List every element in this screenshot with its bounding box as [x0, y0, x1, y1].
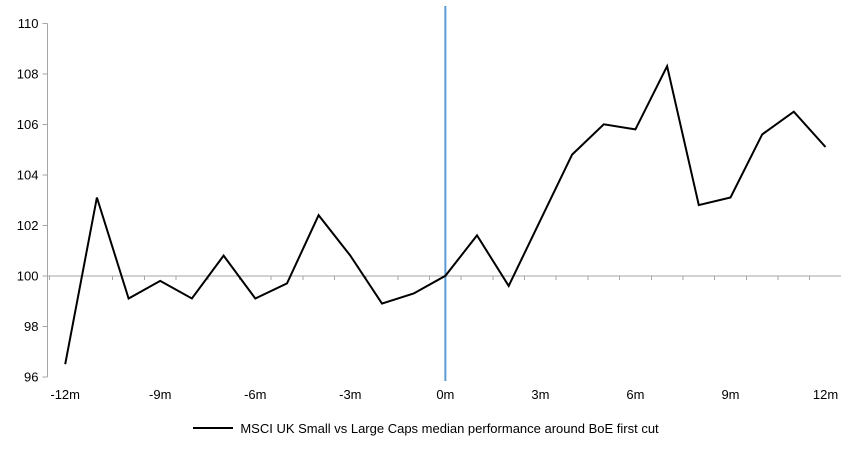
- x-tick-label: -9m: [149, 387, 171, 402]
- y-tick-label: 108: [17, 66, 39, 81]
- y-tick-label: 96: [24, 369, 38, 384]
- x-tick-label: -3m: [339, 387, 361, 402]
- y-tick-label: 98: [24, 319, 38, 334]
- x-tick-label: 9m: [721, 387, 739, 402]
- legend-label: MSCI UK Small vs Large Caps median perfo…: [240, 420, 659, 436]
- x-tick-label: -12m: [50, 387, 80, 402]
- x-tick-label: 3m: [531, 387, 549, 402]
- legend-line-sample: [193, 427, 234, 429]
- x-tick-label: 12m: [813, 387, 838, 402]
- y-tick-label: 100: [17, 268, 39, 283]
- y-tick-label: 102: [17, 218, 39, 233]
- line-chart-plot: 96 98 100 102 104 106 108 110 -12m -9m -6m -3m 0m 3m 6…: [17, 6, 841, 402]
- y-tick-label: 110: [18, 16, 39, 31]
- y-tick-label: 104: [17, 167, 39, 182]
- x-tick-label: 6m: [626, 387, 644, 402]
- legend: MSCI UK Small vs Large Caps median perfo…: [0, 418, 852, 438]
- x-tick-label: -6m: [244, 387, 266, 402]
- y-tick-label: 106: [17, 117, 39, 132]
- x-tick-label: 0m: [436, 387, 454, 402]
- series-line: [64, 63, 827, 365]
